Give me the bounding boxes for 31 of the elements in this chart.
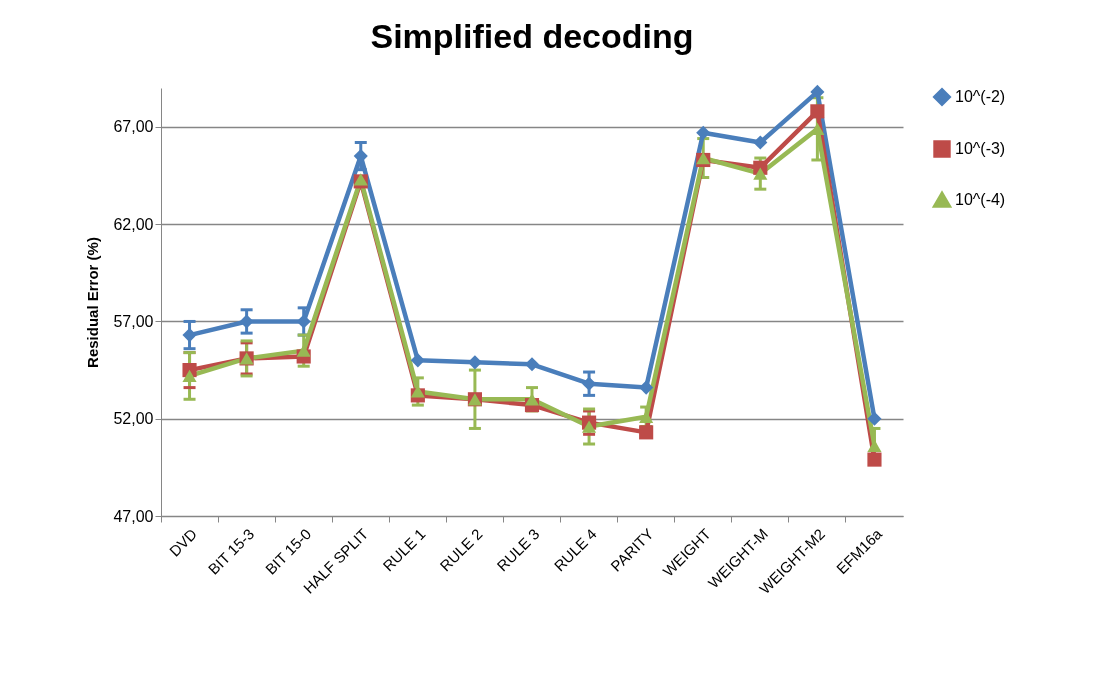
point (582, 376, 597, 391)
chart-title: Simplified decoding (370, 16, 694, 55)
legend-label: 10^(-2) (955, 88, 1006, 105)
point (182, 328, 197, 343)
point (524, 393, 540, 406)
point (239, 314, 254, 329)
point (639, 425, 654, 440)
legend-label: 10^(-4) (955, 191, 1006, 208)
point (182, 369, 197, 383)
point (753, 135, 768, 150)
point (410, 385, 425, 398)
point (296, 314, 311, 329)
point (467, 355, 482, 370)
point (696, 125, 711, 140)
point (867, 452, 882, 467)
point (639, 380, 654, 395)
y-tick-label: 47,00 (113, 507, 154, 525)
point (296, 344, 311, 357)
y-axis-title: Residual Error (%) (84, 237, 102, 368)
point (867, 411, 882, 426)
y-tick-label: 57,00 (113, 312, 154, 330)
y-tick-label: 62,00 (113, 215, 154, 233)
point (810, 104, 825, 119)
point (582, 420, 597, 433)
y-tick-label: 67,00 (113, 118, 154, 136)
point (753, 167, 768, 180)
point (810, 84, 825, 99)
point (410, 353, 425, 368)
y-tick-label: 52,00 (113, 410, 154, 428)
point (524, 357, 540, 372)
legend-label: 10^(-3) (955, 140, 1006, 157)
